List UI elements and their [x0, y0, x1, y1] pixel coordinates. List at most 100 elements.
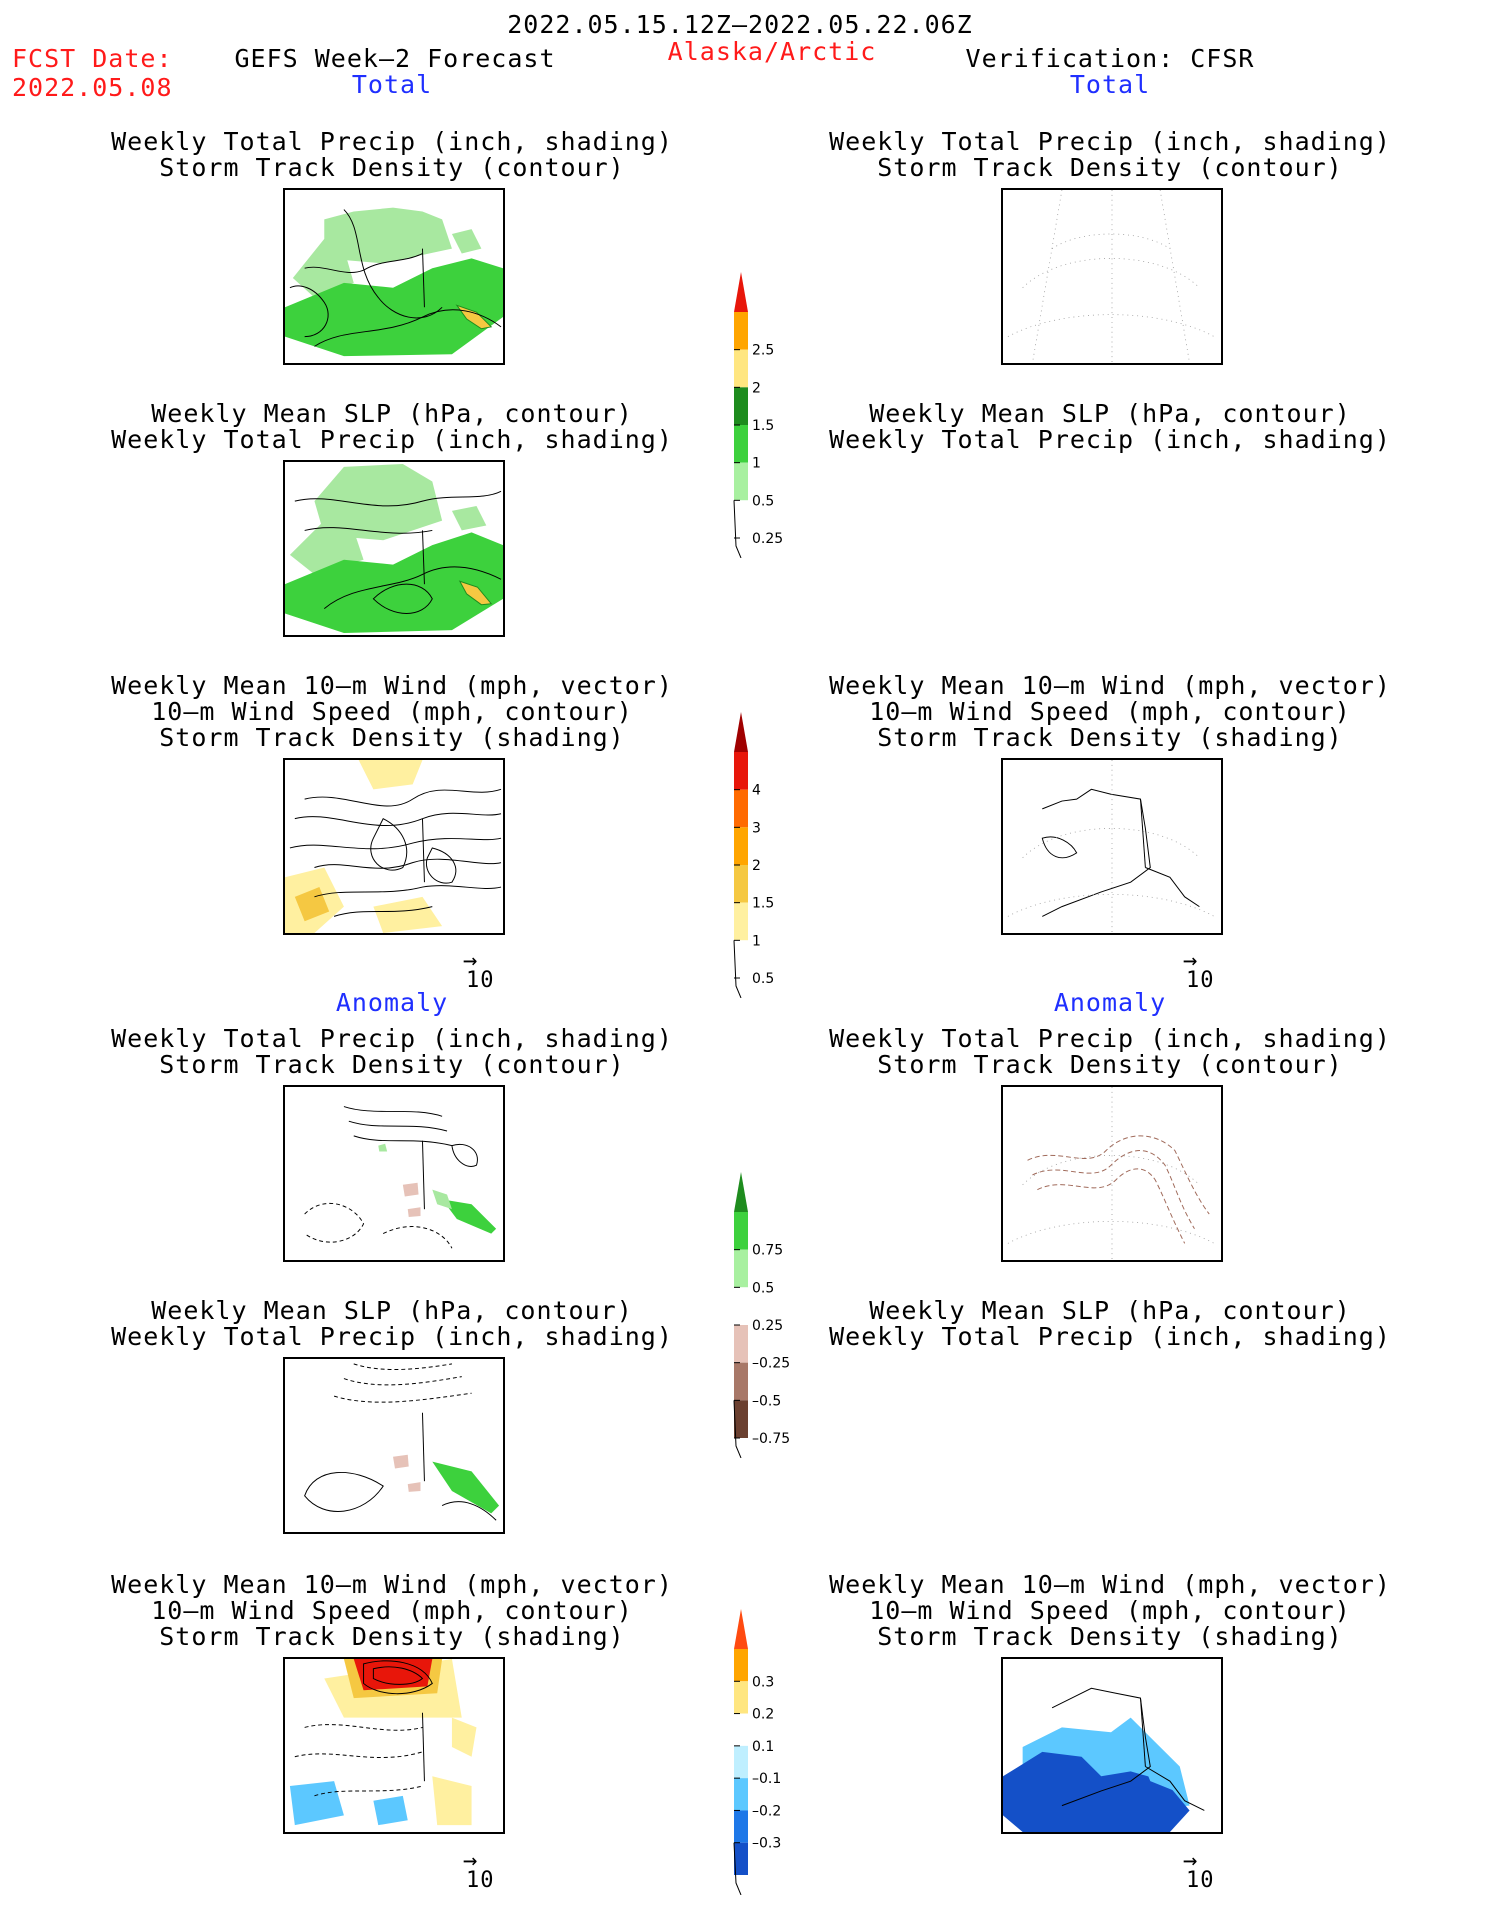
- map-contour: [348, 1120, 448, 1132]
- colorbar-box: [734, 827, 748, 865]
- rpanel6-title-line1: Weekly Mean 10–m Wind (mph, vector): [829, 1570, 1391, 1599]
- rvector-ref-arrow-icon-2: →: [1183, 1846, 1198, 1874]
- map-fcst-wind-storm: [283, 758, 505, 935]
- rpanel3-title-line2: 10–m Wind Speed (mph, contour): [869, 697, 1351, 726]
- map-contour: [285, 532, 503, 634]
- panel5-title-line1: Weekly Mean SLP (hPa, contour): [151, 1296, 633, 1325]
- colorbar-tail: [733, 1842, 742, 1895]
- rpanel1-title-line2: Storm Track Density (contour): [877, 153, 1343, 182]
- map-contour: [1139, 799, 1146, 868]
- rpanel3-title-line3: Storm Track Density (shading): [877, 723, 1343, 752]
- rvector-ref-label-2: 10: [1186, 1868, 1215, 1893]
- map-contour: [382, 1226, 453, 1249]
- map-contour: [432, 1461, 500, 1514]
- map-contour: [289, 837, 502, 850]
- colorbar-box: [734, 1649, 748, 1682]
- map-contour: [285, 258, 503, 357]
- map-contour: [314, 1785, 423, 1797]
- map-contour: [294, 1751, 423, 1758]
- colorbar-total-precip: 2.5 2 1.5 1 0.5 0.25: [722, 268, 842, 558]
- map-contour: [1007, 1221, 1215, 1244]
- map-fcst-precip-anomaly: [283, 1085, 505, 1262]
- map-contour: [1003, 1751, 1190, 1832]
- panel3-title-line3: Storm Track Density (shading): [159, 723, 625, 752]
- map-contour: [1145, 867, 1200, 908]
- map-contour: [353, 1363, 453, 1370]
- map-contour: [421, 530, 425, 585]
- panel1-title-line2: Storm Track Density (contour): [159, 153, 625, 182]
- map-contour: [1042, 788, 1151, 917]
- panel1-title-line1: Weekly Total Precip (inch, shading): [111, 127, 673, 156]
- colorbar-box: [734, 1287, 748, 1325]
- map-contour: [304, 527, 433, 534]
- map-contour: [451, 1143, 478, 1167]
- colorbar-label: 1: [752, 456, 761, 472]
- map-contour: [393, 1454, 409, 1469]
- colorbar-precip-anomaly: 0.75 0.5 0.25 –0.25 –0.5 –0.75: [722, 1168, 842, 1458]
- map-contour: [1032, 1150, 1195, 1229]
- map-contour: [289, 285, 329, 338]
- map-contour: [304, 1203, 365, 1243]
- colorbar-label: 2: [752, 380, 761, 396]
- map-contour: [1032, 190, 1063, 363]
- map-contour: [353, 1659, 433, 1691]
- colorbar-label: 0.1: [752, 1739, 774, 1755]
- colorbar-box: [734, 500, 748, 538]
- rpanel4-title-line1: Weekly Total Precip (inch, shading): [829, 1024, 1391, 1053]
- map-contour: [421, 1412, 425, 1482]
- map-contour: [1139, 1698, 1146, 1767]
- map-contour: [421, 1140, 425, 1210]
- rpanel3-title-line1: Weekly Mean 10–m Wind (mph, vector): [829, 671, 1391, 700]
- map-fcst-slp-precip: [283, 460, 505, 637]
- colorbar-box: [734, 865, 748, 903]
- rpanel2-title-line1: Weekly Mean SLP (hPa, contour): [869, 399, 1351, 428]
- rpanel6-title-line2: 10–m Wind Speed (mph, contour): [869, 1596, 1351, 1625]
- map-verif-wind-anomaly: [1001, 1657, 1223, 1834]
- colorbar-svg: 0.75 0.5 0.25 –0.25 –0.5 –0.75: [733, 1172, 790, 1458]
- colorbar-label: 3: [752, 820, 761, 836]
- map-contour: [373, 1795, 408, 1826]
- fcst-date-value: 2022.05.08: [12, 73, 173, 102]
- colorbar-top-triangle: [734, 1609, 748, 1649]
- right-total-label: Total: [1069, 70, 1151, 99]
- colorbar-tail: [733, 1400, 742, 1458]
- colorbar-box: [734, 1842, 748, 1875]
- colorbar-label: –0.5: [752, 1393, 781, 1409]
- colorbar-label: 1: [752, 933, 761, 949]
- colorbar-box: [734, 1325, 748, 1363]
- colorbar-label: –0.75: [752, 1431, 790, 1447]
- rvector-ref-label: 10: [1186, 968, 1215, 993]
- colorbar-box: [734, 789, 748, 828]
- panel2-title-line1: Weekly Mean SLP (hPa, contour): [151, 399, 633, 428]
- colorbar-label: –0.3: [752, 1836, 781, 1852]
- map-contour: [421, 248, 425, 308]
- rvector-ref-arrow-icon: →: [1183, 946, 1198, 974]
- colorbar-label: –0.1: [752, 1771, 781, 1787]
- map-contour: [402, 1182, 419, 1197]
- colorbar-box: [734, 462, 748, 501]
- left-anomaly-label: Anomaly: [335, 988, 449, 1017]
- right-column-title: Verification: CFSR: [965, 44, 1255, 73]
- map-contour: [1051, 233, 1171, 249]
- map-contour: [458, 580, 493, 606]
- rpanel2-title-line2: Weekly Total Precip (inch, shading): [829, 425, 1391, 454]
- vector-ref-label: 10: [466, 968, 495, 993]
- panel4-title-line2: Storm Track Density (contour): [159, 1050, 625, 1079]
- map-contour: [1145, 1766, 1205, 1811]
- colorbar-box: [734, 1249, 748, 1288]
- colorbar-box: [734, 940, 748, 978]
- map-contour: [1007, 894, 1215, 917]
- colorbar-box: [734, 1400, 748, 1438]
- map-contour: [294, 887, 330, 922]
- panel3-title-line1: Weekly Mean 10–m Wind (mph, vector): [111, 671, 673, 700]
- map-contour: [304, 1724, 423, 1731]
- fcst-date-label: FCST Date:: [12, 44, 173, 73]
- colorbar-label: 0.25: [752, 531, 783, 547]
- map-contour: [432, 1189, 452, 1210]
- colorbar-box: [734, 1681, 748, 1714]
- map-contour: [421, 818, 425, 883]
- colorbar-box: [734, 1745, 748, 1779]
- map-contour: [343, 1106, 443, 1117]
- map-contour: [353, 1135, 453, 1147]
- map-verif-wind-storm: [1001, 758, 1223, 935]
